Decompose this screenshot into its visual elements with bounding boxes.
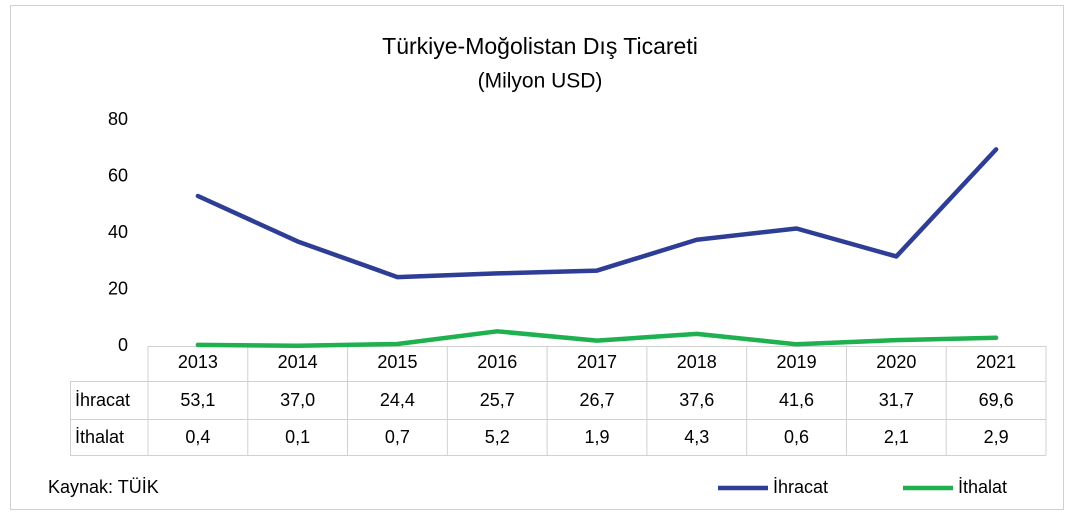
table-cell: 26,7: [579, 390, 614, 410]
x-tick-label: 2019: [777, 352, 817, 372]
table-cell: 24,4: [380, 390, 415, 410]
table-row-header: İthalat: [75, 427, 124, 447]
legend-label: İthalat: [958, 477, 1007, 497]
chart-title: Türkiye-Moğolistan Dış Ticareti: [382, 33, 698, 59]
y-tick-label: 20: [108, 278, 128, 298]
x-tick-label: 2016: [477, 352, 517, 372]
table-cell: 41,6: [779, 390, 814, 410]
table-cell: 25,7: [480, 390, 515, 410]
y-tick-label: 40: [108, 222, 128, 242]
table-cell: 4,3: [684, 427, 709, 447]
table-cell: 0,1: [285, 427, 310, 447]
y-tick-label: 0: [118, 335, 128, 355]
x-tick-label: 2015: [377, 352, 417, 372]
x-tick-label: 2018: [677, 352, 717, 372]
y-tick-label: 80: [108, 109, 128, 129]
table-cell: 53,1: [180, 390, 215, 410]
chart-subtitle: (Milyon USD): [478, 70, 603, 93]
legend-label: İhracat: [773, 477, 828, 497]
table-cell: 0,6: [784, 427, 809, 447]
x-tick-label: 2014: [278, 352, 318, 372]
table-cell: 37,0: [280, 390, 315, 410]
table-cell: 69,6: [979, 390, 1014, 410]
table-cell: 0,4: [185, 427, 210, 447]
x-tick-label: 2013: [178, 352, 218, 372]
source-note: Kaynak: TÜİK: [48, 477, 159, 497]
table-cell: 2,9: [984, 427, 1009, 447]
table-cell: 0,7: [385, 427, 410, 447]
y-tick-label: 60: [108, 165, 128, 185]
table-row-header: İhracat: [75, 390, 130, 410]
table-cell: 31,7: [879, 390, 914, 410]
x-tick-label: 2021: [976, 352, 1016, 372]
table-cell: 2,1: [884, 427, 909, 447]
chart-frame: [10, 5, 1064, 510]
x-tick-label: 2020: [876, 352, 916, 372]
table-cell: 37,6: [679, 390, 714, 410]
x-tick-label: 2017: [577, 352, 617, 372]
series-line: [195, 147, 999, 280]
table-cell: 5,2: [485, 427, 510, 447]
table-cell: 1,9: [584, 427, 609, 447]
series-line: [195, 329, 999, 348]
